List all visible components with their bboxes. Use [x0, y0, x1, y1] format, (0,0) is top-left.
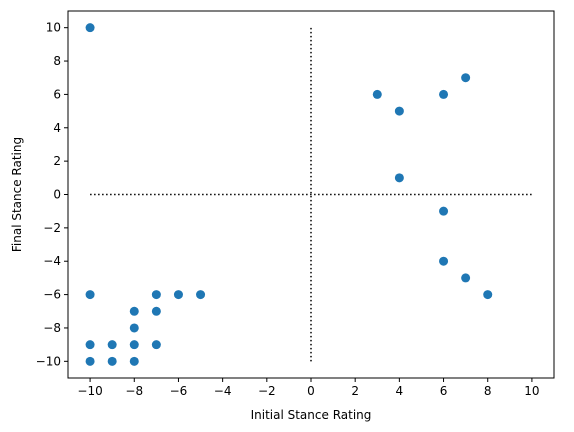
data-point	[394, 106, 404, 116]
data-point	[85, 340, 95, 350]
data-point	[461, 73, 471, 83]
data-point	[85, 356, 95, 366]
data-point	[151, 290, 161, 300]
x-tick-label: 2	[351, 384, 359, 398]
data-point	[151, 340, 161, 350]
data-point	[372, 89, 382, 99]
y-tick-label: 2	[53, 154, 61, 168]
data-point	[107, 356, 117, 366]
data-points	[85, 23, 493, 366]
x-tick-label: −10	[77, 384, 102, 398]
y-tick-label: 4	[53, 121, 61, 135]
y-tick-label: 8	[53, 54, 61, 68]
data-point	[483, 290, 493, 300]
data-point	[85, 290, 95, 300]
data-point	[85, 23, 95, 33]
x-tick-label: 6	[440, 384, 448, 398]
x-tick-label: −2	[258, 384, 276, 398]
x-tick-label: 8	[484, 384, 492, 398]
data-point	[107, 340, 117, 350]
data-point	[394, 173, 404, 183]
data-point	[439, 89, 449, 99]
x-tick-label: 10	[524, 384, 539, 398]
y-tick-label: −2	[43, 221, 61, 235]
y-tick-label: 6	[53, 87, 61, 101]
ref-lines	[90, 27, 532, 362]
y-tick-label: −10	[36, 354, 61, 368]
y-tick-label: 0	[53, 188, 61, 202]
x-tick-label: −4	[214, 384, 232, 398]
data-point	[439, 256, 449, 266]
y-tick-label: −4	[43, 254, 61, 268]
y-axis-label: Final Stance Rating	[10, 137, 24, 252]
y-tick-label: −8	[43, 321, 61, 335]
data-point	[129, 306, 139, 316]
y-tick-label: −6	[43, 288, 61, 302]
x-tick-label: 0	[307, 384, 315, 398]
data-point	[129, 340, 139, 350]
y-tick-label: 10	[46, 21, 61, 35]
x-axis-label: Initial Stance Rating	[251, 408, 372, 422]
data-point	[173, 290, 183, 300]
x-tick-label: 4	[396, 384, 404, 398]
data-point	[129, 323, 139, 333]
data-point	[151, 306, 161, 316]
x-tick-label: −8	[125, 384, 143, 398]
data-point	[196, 290, 206, 300]
data-point	[439, 206, 449, 216]
x-axis: −10 −8 −6 −4 −2 0 2 4 6 8 10	[77, 378, 540, 398]
data-point	[461, 273, 471, 283]
x-tick-label: −6	[170, 384, 188, 398]
data-point	[129, 356, 139, 366]
y-axis: −10 −8 −6 −4 −2 0 2 4 6 8 10	[36, 21, 68, 368]
